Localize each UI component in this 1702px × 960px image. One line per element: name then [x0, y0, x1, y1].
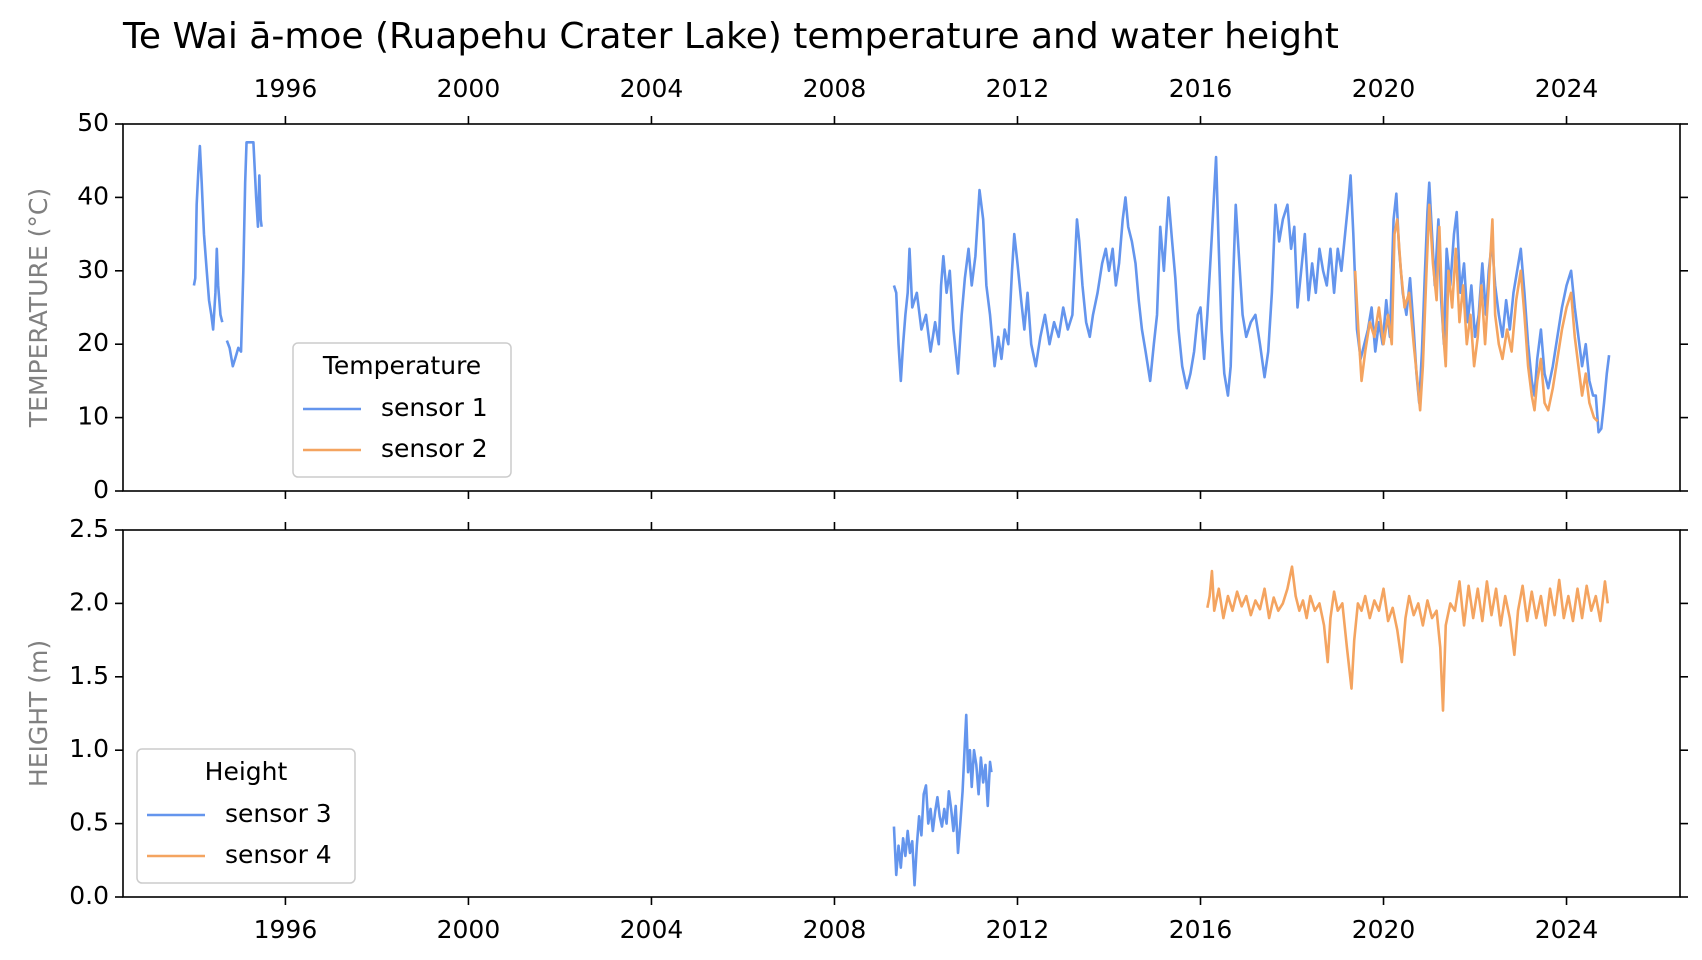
x-tick-label: 2000 [437, 915, 501, 944]
legend-label: sensor 3 [225, 799, 332, 828]
legend-title: Temperature [322, 351, 481, 380]
legend-label: sensor 2 [381, 434, 488, 463]
x-tick-label: 2020 [1352, 915, 1416, 944]
axes-frame [122, 529, 1681, 898]
series-line [892, 713, 993, 887]
x-tick-label: 2008 [803, 74, 867, 103]
y-tick-label: 20 [77, 328, 109, 357]
x-tick-label: 1996 [254, 74, 318, 103]
x-tick-label: 2008 [803, 915, 867, 944]
y-axis-label: TEMPERATURE (°C) [24, 188, 53, 428]
legend: Height sensor 3 sensor 4 [136, 748, 356, 884]
legend-title: Height [205, 757, 288, 786]
y-axis-label: HEIGHT (m) [24, 640, 53, 787]
y-tick-label: 1.0 [69, 734, 109, 763]
y-tick-label: 0.5 [69, 808, 109, 837]
subplot: 0.0 0.5 1.0 1.5 2.0 2.5 1996 2000 2004 2008 2012 20… [24, 514, 1688, 944]
axes-frame [122, 123, 1681, 492]
y-tick-label: 0 [93, 475, 109, 504]
y-tick-label: 0.0 [69, 881, 109, 910]
legend-box [292, 342, 512, 478]
y-tick-label: 2.0 [69, 587, 109, 616]
x-tick-label: 2004 [620, 915, 684, 944]
chart-title: Te Wai ā-moe (Ruapehu Crater Lake) tempe… [122, 16, 1339, 57]
subplot: 0 10 20 30 40 50 1996 2000 2004 2008 2012 2016 2020 2… [24, 74, 1688, 504]
x-tick-label: 2016 [1169, 74, 1233, 103]
y-tick-label: 10 [77, 402, 109, 431]
legend: Temperature sensor 1 sensor 2 [292, 342, 512, 478]
x-tick-label: 2000 [437, 74, 501, 103]
x-tick-label: 2016 [1169, 915, 1233, 944]
y-tick-label: 50 [77, 108, 109, 137]
y-tick-label: 30 [77, 255, 109, 284]
x-tick-label: 1996 [254, 915, 318, 944]
y-tick-label: 40 [77, 181, 109, 210]
y-tick-label: 2.5 [69, 514, 109, 543]
x-tick-label: 2020 [1352, 74, 1416, 103]
x-tick-label: 2004 [620, 74, 684, 103]
x-tick-label: 2012 [986, 915, 1050, 944]
series-line [1206, 565, 1609, 712]
x-tick-label: 2012 [986, 74, 1050, 103]
legend-box [136, 748, 356, 884]
x-tick-label: 2024 [1535, 915, 1599, 944]
legend-label: sensor 4 [225, 840, 332, 869]
series-line [1353, 203, 1599, 423]
x-tick-label: 2024 [1535, 74, 1599, 103]
legend-label: sensor 1 [381, 393, 488, 422]
y-tick-label: 1.5 [69, 661, 109, 690]
